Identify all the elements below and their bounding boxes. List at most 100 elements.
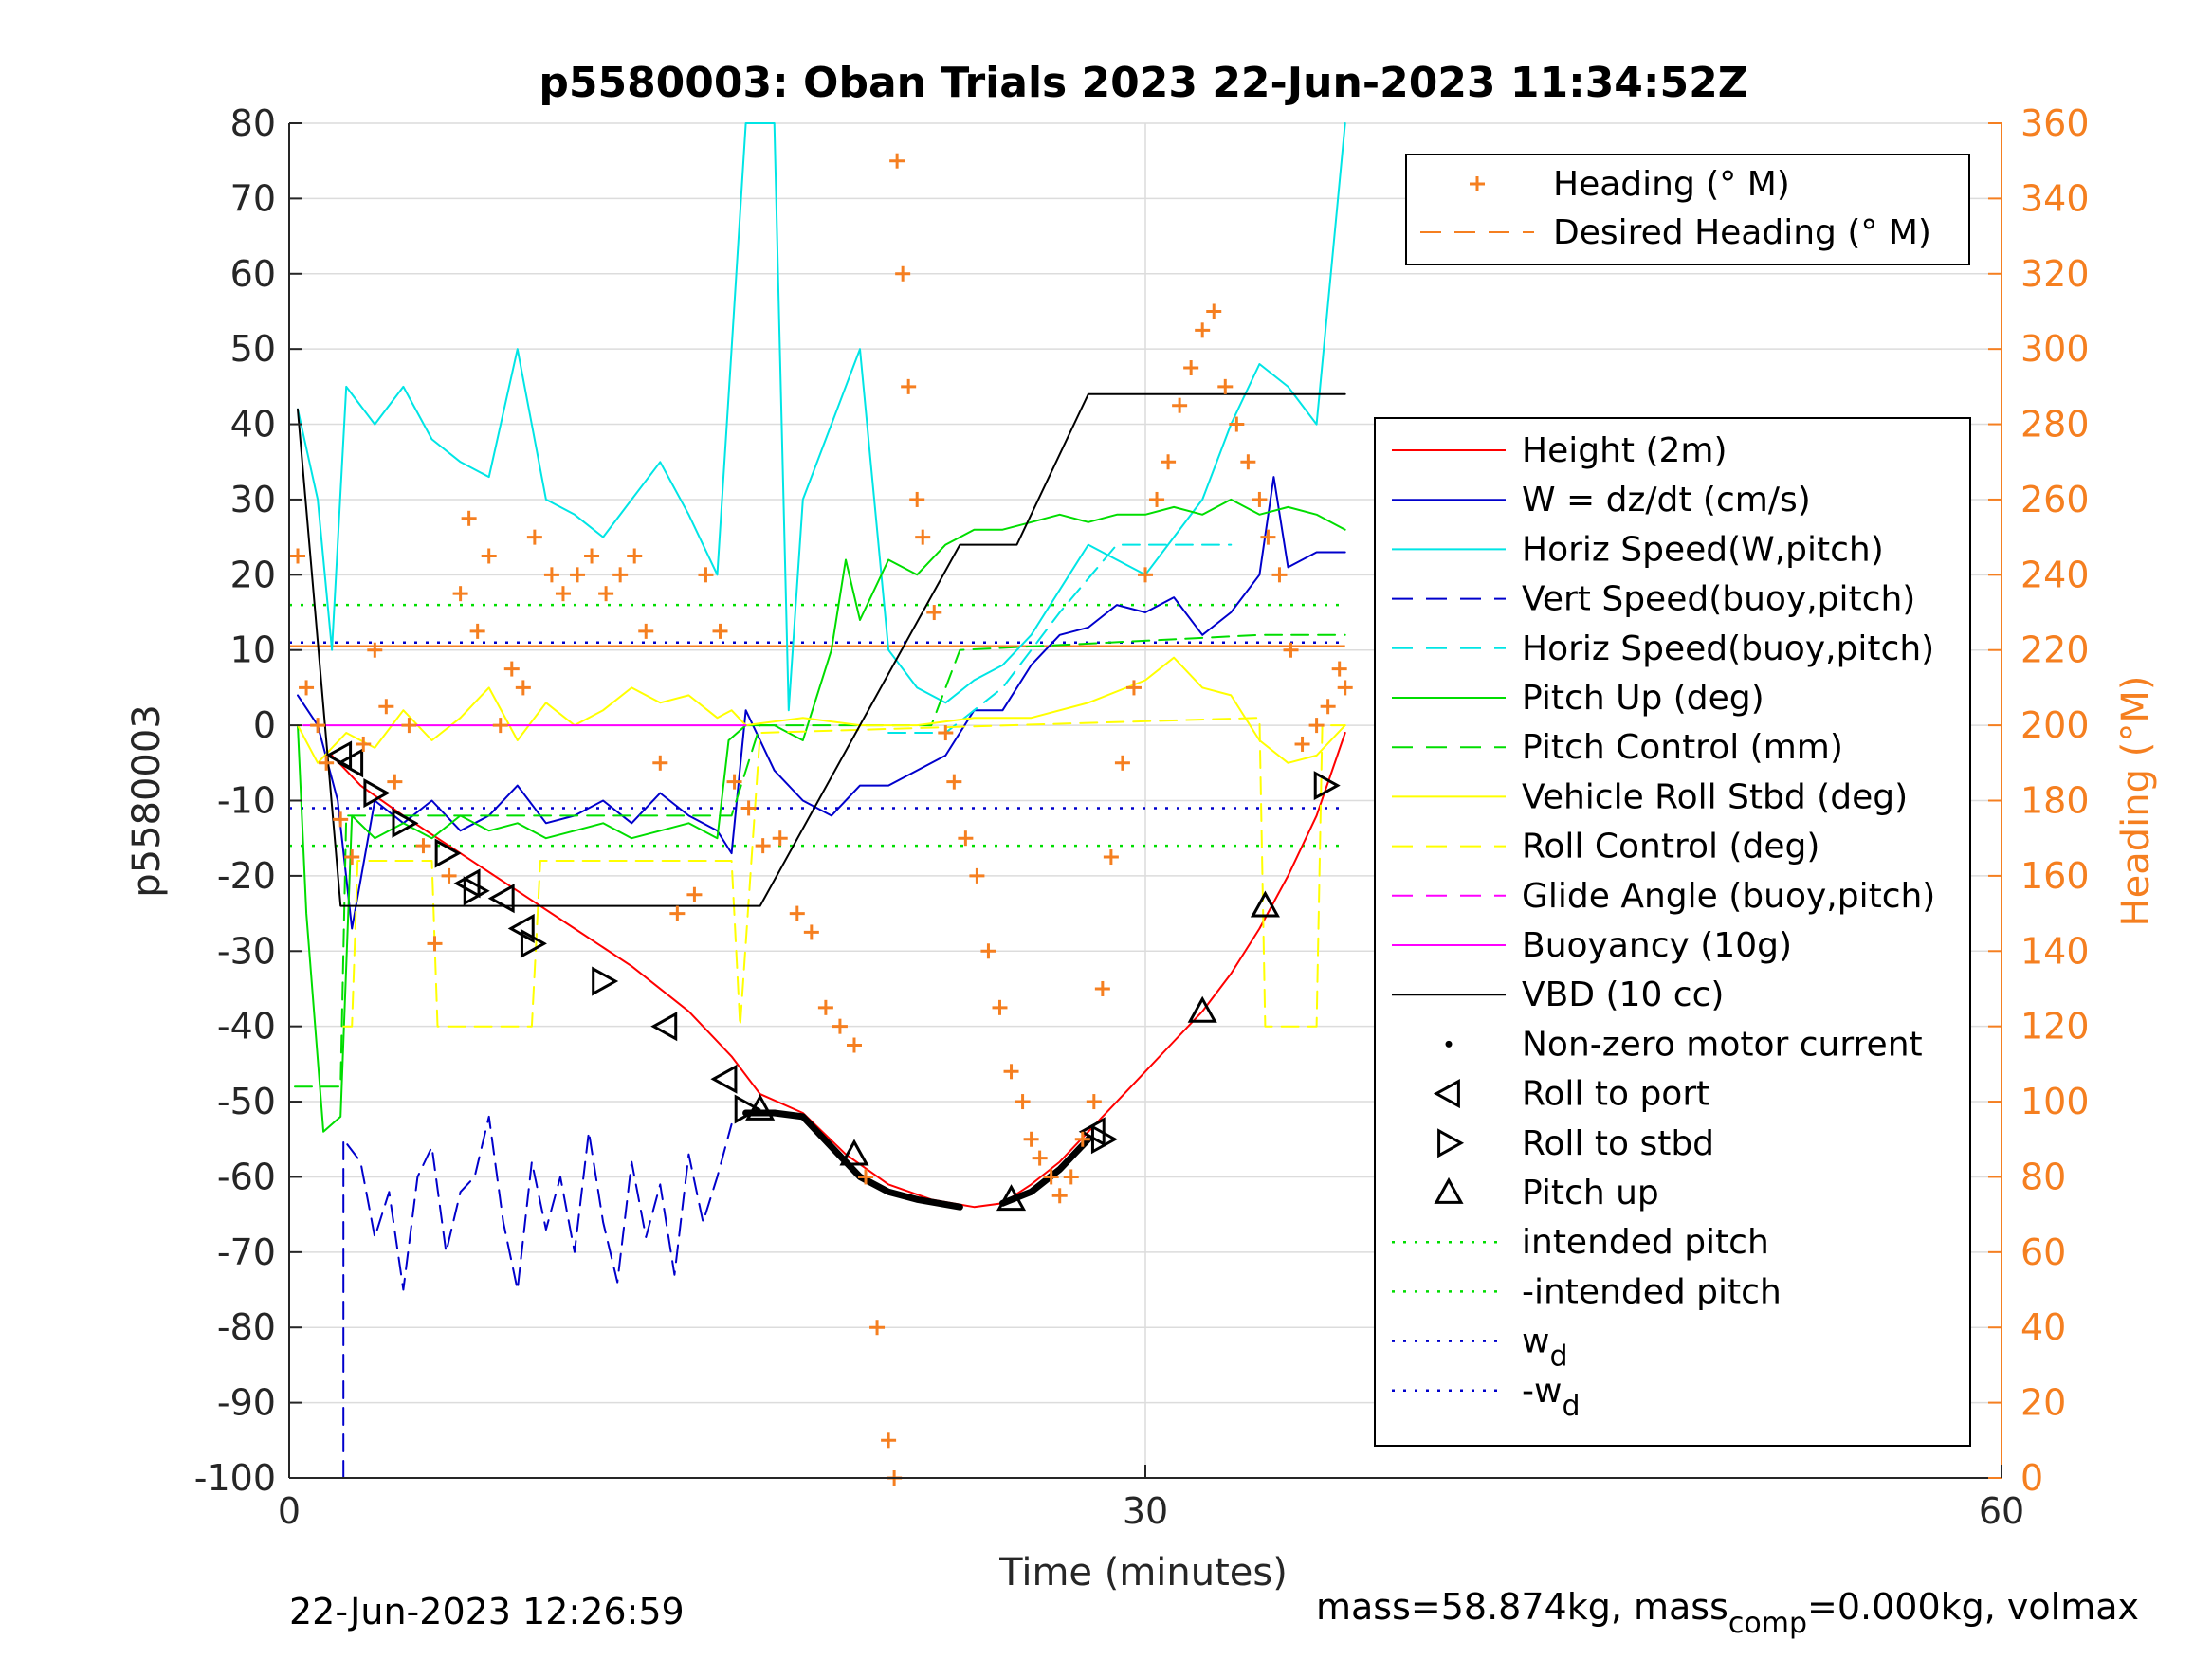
footer-mass-prefix: mass=58.874kg, mass xyxy=(1316,1586,1728,1628)
y-tick-label: 70 xyxy=(230,177,276,219)
marker-right xyxy=(592,966,619,996)
legend-main-label: -wd xyxy=(1522,1372,1580,1423)
marker-left xyxy=(453,868,481,899)
legend-main-item: Height (2m) xyxy=(1392,431,1728,470)
y-tick-label-right: 120 xyxy=(2020,1006,2090,1048)
heading-point xyxy=(378,699,394,715)
series-line xyxy=(294,633,1346,1088)
series-line xyxy=(742,1109,963,1211)
heading-point xyxy=(638,623,654,639)
heading-point xyxy=(415,838,431,854)
y-tick-label: -80 xyxy=(217,1306,276,1348)
marker-right xyxy=(1090,1124,1118,1155)
x-axis-label: Time (minutes) xyxy=(998,1551,1288,1595)
marker-layer xyxy=(325,740,1341,1212)
heading-point xyxy=(367,642,383,658)
heading-point xyxy=(344,849,360,866)
legend-main-label: Pitch Control (mm) xyxy=(1522,728,1843,767)
marker-up xyxy=(839,1139,869,1166)
heading-point xyxy=(1229,416,1245,432)
legend-main-glyph xyxy=(1434,1176,1464,1204)
y-tick-label-right: 220 xyxy=(2020,629,2090,671)
heading-point xyxy=(356,736,372,752)
legend-main-item: -wd xyxy=(1392,1372,1580,1423)
footer-mass-sub: comp xyxy=(1728,1607,1807,1640)
marker-left xyxy=(1433,1079,1460,1109)
y-tick-label: 50 xyxy=(230,328,276,370)
y-tick-label-right: 160 xyxy=(2020,855,2090,897)
heading-point xyxy=(726,774,742,790)
legend-main-label: VBD (10 cc) xyxy=(1522,975,1724,1014)
y-tick-label-right: 180 xyxy=(2020,780,2090,822)
legend-main-label: wd xyxy=(1522,1322,1568,1374)
legend-main-label: Roll to port xyxy=(1522,1075,1709,1114)
heading-point xyxy=(481,548,497,564)
heading-point xyxy=(1043,1169,1059,1185)
legend-main-item: Vert Speed(buoy,pitch) xyxy=(1392,580,1915,619)
heading-point xyxy=(817,999,833,1015)
heading-point xyxy=(310,718,326,734)
legend-main-label: intended pitch xyxy=(1522,1223,1769,1262)
y-tick-label: 80 xyxy=(230,102,276,144)
chart-title: p5580003: Oban Trials 2023 22-Jun-2023 1… xyxy=(539,59,1747,107)
heading-points xyxy=(290,153,1353,1486)
heading-point xyxy=(1015,1094,1031,1110)
y-tick-label: -100 xyxy=(194,1457,276,1499)
legend-heading-item: Desired Heading (° M) xyxy=(1420,213,1931,252)
y-tick-label-right: 60 xyxy=(2020,1231,2066,1273)
legend-heading-label: Heading (° M) xyxy=(1553,165,1790,204)
legend-main-label: Buoyancy (10g) xyxy=(1522,926,1792,965)
heading-point xyxy=(452,586,468,602)
heading-point xyxy=(1114,755,1130,771)
legend-main-item: Horiz Speed(W,pitch) xyxy=(1392,530,1884,569)
heading-point xyxy=(832,1018,848,1034)
heading-point xyxy=(526,529,542,545)
heading-point xyxy=(401,718,417,734)
heading-point xyxy=(427,936,443,952)
legend-main-label: W = dz/dt (cm/s) xyxy=(1522,481,1811,520)
y-axis-label: p5580003 xyxy=(125,704,169,898)
heading-point xyxy=(612,567,629,583)
marker-up xyxy=(996,1184,1027,1212)
heading-point xyxy=(1125,680,1142,696)
legend-main: Height (2m) W = dz/dt (cm/s) Horiz Speed(W… xyxy=(1374,417,1971,1447)
marker-up xyxy=(1187,995,1217,1023)
legend-main-item: Roll to port xyxy=(1433,1075,1709,1114)
heading-point xyxy=(1103,849,1119,866)
legend-main-box xyxy=(1374,417,1971,1447)
marker-right xyxy=(734,1094,761,1124)
heading-point xyxy=(515,680,531,696)
heading-point xyxy=(909,491,925,507)
marker-left xyxy=(710,1064,738,1094)
heading-point xyxy=(1320,699,1336,715)
heading-point xyxy=(492,718,508,734)
legend-heading: Heading (° M) Desired Heading (° M) xyxy=(1405,154,1970,265)
x-ticks: 0 30 60 xyxy=(278,1465,2024,1532)
heading-point xyxy=(1172,397,1188,413)
legend-main-item: Non-zero motor current xyxy=(1445,1025,1923,1064)
heading-point xyxy=(881,1432,897,1449)
x-tick-label: 60 xyxy=(1979,1490,2024,1532)
heading-point xyxy=(915,529,931,545)
heading-point xyxy=(895,265,911,282)
heading-point xyxy=(1094,980,1110,996)
marker-up xyxy=(1250,890,1280,918)
series-line xyxy=(297,392,1346,907)
y-ticks-right: 3603403203002802602402202001801601401201… xyxy=(1988,102,2090,1499)
legend-main-item: W = dz/dt (cm/s) xyxy=(1392,481,1811,520)
y-tick-label-right: 20 xyxy=(2020,1382,2066,1424)
heading-point xyxy=(299,680,315,696)
heading-point xyxy=(333,811,349,828)
y-tick-label: 20 xyxy=(230,554,276,595)
marker-right xyxy=(363,778,391,809)
y-tick-label: -60 xyxy=(217,1156,276,1197)
heading-point xyxy=(803,924,819,940)
marker-right xyxy=(434,838,462,868)
heading-point xyxy=(570,567,586,583)
heading-point xyxy=(1271,567,1288,583)
heading-point xyxy=(1283,642,1299,658)
heading-point xyxy=(543,567,559,583)
heading-point xyxy=(1240,454,1256,470)
heading-point xyxy=(290,548,306,564)
